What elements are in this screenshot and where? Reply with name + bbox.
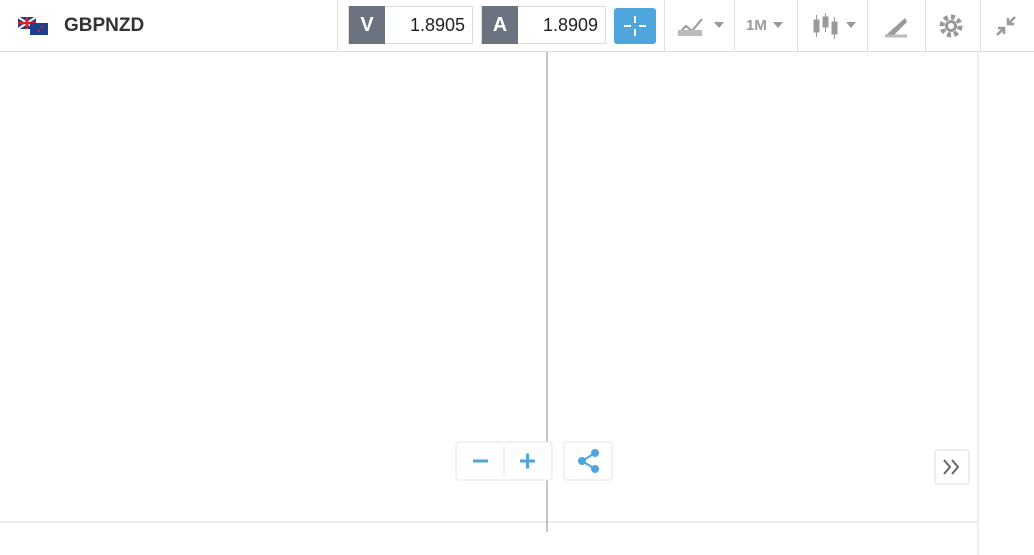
- bid-label: V: [349, 6, 385, 44]
- separator: [797, 0, 798, 52]
- separator: [980, 0, 981, 52]
- collapse-button[interactable]: [994, 14, 1018, 38]
- separator: [337, 0, 338, 52]
- share-button[interactable]: [578, 449, 599, 473]
- crosshair-button[interactable]: [614, 8, 656, 44]
- bid-price: 1.8905: [409, 14, 465, 35]
- toolbar: GBPNZD V 1.8905 A 1.8909 1M: [0, 0, 1034, 52]
- ask-label: A: [482, 6, 518, 44]
- ask-price: 1.8909: [542, 14, 598, 35]
- separator: [734, 0, 735, 52]
- zoom-in-button[interactable]: [520, 453, 535, 469]
- symbol: GBPNZD: [64, 15, 145, 36]
- timeframe[interactable]: 1M: [746, 17, 767, 34]
- settings-button[interactable]: [938, 13, 964, 39]
- scroll-right-button[interactable]: [934, 449, 970, 485]
- separator: [664, 0, 665, 52]
- separator: [925, 0, 926, 52]
- dropdown-arrow: [773, 22, 783, 28]
- drawing-tools-button[interactable]: [883, 14, 909, 38]
- zoom-controls: [455, 441, 613, 481]
- price-axis-panel: [978, 52, 1034, 555]
- flag: [18, 17, 48, 35]
- chart: [0, 52, 1034, 555]
- chart-type-button[interactable]: [676, 14, 726, 38]
- candle-style-button[interactable]: [812, 12, 862, 40]
- separator: [867, 0, 868, 52]
